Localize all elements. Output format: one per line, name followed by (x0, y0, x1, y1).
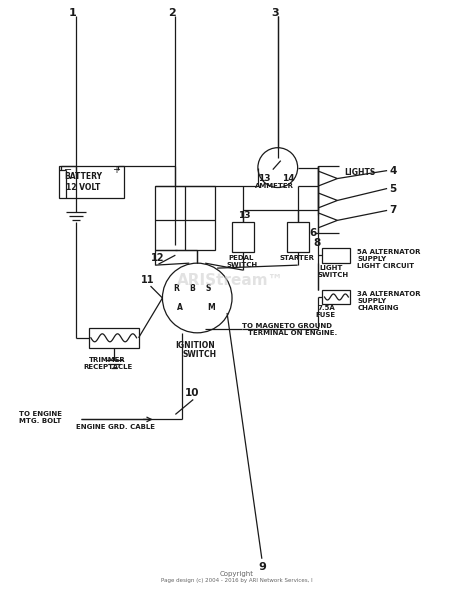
Circle shape (163, 263, 232, 333)
Text: SWITCH: SWITCH (226, 262, 257, 268)
Bar (322, 248, 350, 263)
Bar (287, 222, 309, 252)
Text: 6: 6 (310, 228, 317, 238)
Text: IGNITION: IGNITION (175, 341, 215, 350)
Bar (232, 222, 254, 252)
Text: TO ENGINE: TO ENGINE (19, 411, 62, 417)
Text: TRIMMER: TRIMMER (89, 357, 126, 363)
Text: 14: 14 (282, 174, 294, 183)
Text: 13: 13 (258, 174, 270, 183)
Text: 3: 3 (271, 8, 279, 18)
Text: B: B (189, 284, 195, 293)
Text: MTG. BOLT: MTG. BOLT (19, 418, 62, 424)
Text: 1: 1 (69, 8, 77, 18)
Text: SUPPLY: SUPPLY (357, 256, 386, 262)
Text: CHARGING: CHARGING (357, 305, 399, 311)
Text: SWITCH: SWITCH (318, 272, 349, 278)
Text: 8: 8 (313, 238, 321, 248)
Text: 4: 4 (389, 165, 396, 176)
Text: PEDAL: PEDAL (228, 255, 254, 261)
Text: SWITCH: SWITCH (182, 350, 217, 359)
Text: ARIStream™: ARIStream™ (177, 272, 283, 288)
Text: Page design (c) 2004 - 2016 by ARI Network Services, I: Page design (c) 2004 - 2016 by ARI Netwo… (161, 578, 313, 583)
Circle shape (258, 148, 298, 187)
Text: 5A ALTERNATOR: 5A ALTERNATOR (357, 249, 421, 255)
Bar (155, 186, 215, 250)
Text: 2: 2 (168, 8, 176, 18)
Text: Copyright: Copyright (220, 571, 254, 577)
Bar (322, 290, 350, 304)
Text: 12 VOLT: 12 VOLT (66, 183, 100, 192)
Text: LIGHTS: LIGHTS (345, 168, 375, 177)
Text: R: R (173, 284, 179, 293)
Bar (89, 328, 138, 348)
Text: 11: 11 (141, 275, 154, 285)
Text: 13: 13 (238, 211, 250, 220)
Text: 12: 12 (151, 253, 164, 263)
Text: AMMETER: AMMETER (255, 183, 294, 189)
Text: S: S (205, 284, 210, 293)
Text: 3A ALTERNATOR: 3A ALTERNATOR (357, 291, 421, 297)
Text: BATTERY: BATTERY (64, 172, 102, 181)
Text: A: A (177, 303, 183, 313)
Text: ENGINE GRD. CABLE: ENGINE GRD. CABLE (76, 424, 155, 430)
Text: 5: 5 (389, 183, 396, 193)
Text: M: M (207, 303, 215, 313)
Text: LIGHT: LIGHT (319, 265, 343, 271)
Text: 7: 7 (389, 206, 396, 215)
Text: LIGHT CIRCUIT: LIGHT CIRCUIT (357, 263, 414, 269)
Text: STARTER: STARTER (280, 255, 315, 261)
Text: 10: 10 (185, 388, 200, 398)
Text: +: + (112, 165, 120, 174)
Text: 9: 9 (258, 561, 266, 571)
Text: RECEPTACLE: RECEPTACLE (83, 363, 132, 369)
Text: 7.5A: 7.5A (318, 305, 335, 311)
Text: TERMINAL ON ENGINE.: TERMINAL ON ENGINE. (248, 330, 337, 336)
Text: −: − (64, 165, 72, 174)
Text: SUPPLY: SUPPLY (357, 298, 386, 304)
Bar (59, 165, 124, 199)
Text: FUSE: FUSE (316, 312, 336, 318)
Text: TO MAGNETO GROUND: TO MAGNETO GROUND (242, 323, 332, 329)
